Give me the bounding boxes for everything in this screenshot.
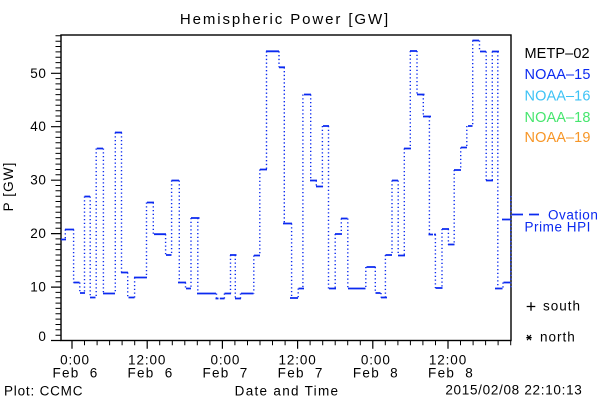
svg-text:40: 40 [30,119,46,134]
svg-text:Ovation: Ovation [548,208,598,223]
svg-text:10: 10 [30,280,46,295]
svg-text:NOAA–18: NOAA–18 [525,110,591,126]
svg-text:METP–02: METP–02 [525,46,590,62]
svg-text:Hemispheric Power [GW]: Hemispheric Power [GW] [180,11,390,28]
svg-text:50: 50 [30,66,46,81]
svg-text:30: 30 [30,173,46,188]
svg-text:12:00: 12:00 [429,353,467,368]
svg-text:2015/02/08 22:10:13: 2015/02/08 22:10:13 [445,383,582,398]
svg-text:0: 0 [38,329,46,344]
svg-text:Plot: CCMC: Plot: CCMC [4,384,83,399]
svg-text:Feb 6: Feb 6 [52,366,98,381]
svg-text:Date and Time: Date and Time [235,384,340,399]
svg-text:north: north [540,330,576,345]
svg-text:Feb 8: Feb 8 [353,366,399,381]
svg-text:P [GW]: P [GW] [1,162,16,212]
svg-text:0:00: 0:00 [60,353,90,368]
svg-text:NOAA–15: NOAA–15 [525,67,591,83]
svg-text:Feb 8: Feb 8 [428,366,474,381]
svg-text:12:00: 12:00 [278,353,316,368]
svg-text:12:00: 12:00 [128,353,166,368]
svg-text:0:00: 0:00 [361,353,391,368]
svg-text:NOAA–19: NOAA–19 [525,130,591,146]
svg-text:Prime HPI: Prime HPI [525,220,591,235]
svg-text:Feb 6: Feb 6 [127,366,173,381]
svg-text:south: south [543,299,581,314]
svg-text:20: 20 [30,226,46,241]
svg-text:Feb 7: Feb 7 [202,366,248,381]
svg-text:NOAA–16: NOAA–16 [525,89,591,105]
svg-text:Feb 7: Feb 7 [278,366,324,381]
svg-text:0:00: 0:00 [210,353,240,368]
